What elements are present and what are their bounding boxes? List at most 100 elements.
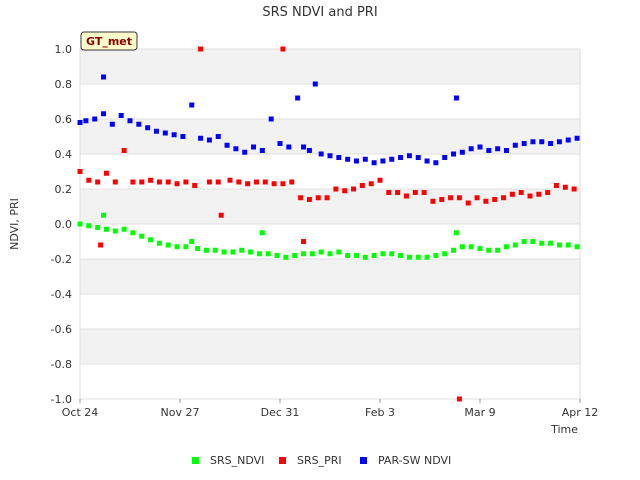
y-tick-label: -0.6 xyxy=(51,323,72,336)
point-srs-ndvi xyxy=(539,240,545,246)
point-srs-pri xyxy=(342,188,348,194)
legend-label-srs-pri: SRS_PRI xyxy=(297,454,342,467)
point-srs-pri xyxy=(501,195,507,201)
point-par-sw-ndvi xyxy=(345,156,351,162)
point-srs-ndvi xyxy=(103,226,109,232)
point-srs-ndvi xyxy=(239,247,245,253)
point-srs-ndvi xyxy=(406,254,412,260)
point-srs-ndvi xyxy=(477,246,483,251)
point-par-sw-ndvi xyxy=(453,95,459,101)
point-par-sw-ndvi xyxy=(259,148,265,153)
point-srs-ndvi xyxy=(165,242,171,248)
point-srs-pri xyxy=(198,46,204,52)
point-par-sw-ndvi xyxy=(127,118,133,124)
y-tick-label: 0.2 xyxy=(55,183,73,196)
gt-met-badge-label: GT_met xyxy=(86,35,132,48)
x-tick-label: Feb 3 xyxy=(365,406,395,419)
point-par-sw-ndvi xyxy=(468,146,474,152)
point-par-sw-ndvi xyxy=(406,153,412,159)
point-par-sw-ndvi xyxy=(353,158,359,164)
point-srs-ndvi xyxy=(95,225,101,230)
point-par-sw-ndvi xyxy=(101,111,107,117)
point-srs-ndvi xyxy=(183,244,189,250)
x-tick-label: Mar 9 xyxy=(464,406,495,419)
chart-title: SRS NDVI and PRI xyxy=(262,5,377,20)
point-srs-ndvi xyxy=(521,239,527,244)
point-par-sw-ndvi xyxy=(442,155,448,160)
point-srs-pri xyxy=(130,179,136,185)
y-tick-label: -0.4 xyxy=(51,288,72,301)
point-par-sw-ndvi xyxy=(83,118,89,124)
point-srs-pri xyxy=(456,195,462,201)
point-par-sw-ndvi xyxy=(398,155,404,160)
point-srs-ndvi xyxy=(274,253,280,258)
point-srs-ndvi xyxy=(565,242,571,248)
point-srs-pri xyxy=(103,170,109,176)
point-srs-ndvi xyxy=(148,237,154,243)
point-srs-ndvi xyxy=(256,251,262,257)
point-par-sw-ndvi xyxy=(477,144,483,150)
point-srs-pri xyxy=(156,179,162,185)
point-srs-pri xyxy=(253,179,259,185)
point-srs-ndvi xyxy=(415,254,421,260)
point-srs-pri xyxy=(206,179,212,185)
point-par-sw-ndvi xyxy=(503,148,509,153)
point-srs-ndvi xyxy=(453,230,459,236)
point-srs-ndvi xyxy=(380,251,386,257)
gt-met-badge: GT_met xyxy=(80,31,138,51)
point-par-sw-ndvi xyxy=(301,144,307,150)
point-srs-pri xyxy=(465,200,471,206)
point-par-sw-ndvi xyxy=(162,130,168,136)
point-par-sw-ndvi xyxy=(295,95,301,101)
point-srs-pri xyxy=(236,179,242,185)
point-srs-pri xyxy=(456,396,462,402)
x-axis-title: Time xyxy=(550,423,578,436)
point-srs-ndvi xyxy=(86,223,92,229)
point-srs-pri xyxy=(518,190,524,195)
point-srs-pri xyxy=(139,179,145,185)
y-tick-label: -1.0 xyxy=(51,393,72,406)
y-tick-label: 0.6 xyxy=(55,113,73,126)
point-par-sw-ndvi xyxy=(318,151,324,157)
point-srs-pri xyxy=(245,181,251,187)
point-srs-pri xyxy=(351,186,357,192)
point-par-sw-ndvi xyxy=(380,158,386,164)
point-srs-pri xyxy=(77,169,83,174)
point-srs-ndvi xyxy=(548,240,554,246)
point-srs-pri xyxy=(315,195,321,201)
point-srs-ndvi xyxy=(362,254,368,260)
point-srs-pri xyxy=(386,190,392,195)
point-srs-pri xyxy=(306,197,312,202)
point-par-sw-ndvi xyxy=(459,149,465,155)
x-tick-label: Apr 12 xyxy=(562,406,599,419)
point-srs-pri xyxy=(448,195,454,201)
point-srs-pri xyxy=(280,46,286,52)
point-srs-ndvi xyxy=(424,254,430,260)
point-srs-ndvi xyxy=(442,251,448,257)
point-par-sw-ndvi xyxy=(180,134,186,139)
point-srs-pri xyxy=(271,181,277,187)
point-srs-ndvi xyxy=(486,247,492,253)
point-srs-ndvi xyxy=(389,251,395,257)
point-srs-pri xyxy=(98,242,104,248)
grid-band xyxy=(80,364,580,399)
point-par-sw-ndvi xyxy=(565,137,571,143)
point-par-sw-ndvi xyxy=(336,155,342,160)
point-srs-ndvi xyxy=(353,253,359,258)
point-srs-ndvi xyxy=(468,244,474,250)
point-srs-pri xyxy=(430,198,436,204)
point-par-sw-ndvi xyxy=(556,139,562,145)
point-par-sw-ndvi xyxy=(215,134,221,139)
point-srs-pri xyxy=(298,195,304,201)
point-srs-pri xyxy=(95,179,101,185)
point-srs-pri xyxy=(301,239,307,244)
point-srs-pri xyxy=(262,179,268,185)
point-srs-ndvi xyxy=(156,240,162,246)
point-srs-ndvi xyxy=(503,244,509,250)
point-par-sw-ndvi xyxy=(242,149,248,155)
point-srs-pri xyxy=(333,186,339,192)
point-srs-ndvi xyxy=(309,251,315,257)
x-tick-label: Nov 27 xyxy=(161,406,200,419)
grid-band xyxy=(80,154,580,189)
legend: SRS_NDVI SRS_PRI PAR-SW NDVI xyxy=(192,454,451,467)
